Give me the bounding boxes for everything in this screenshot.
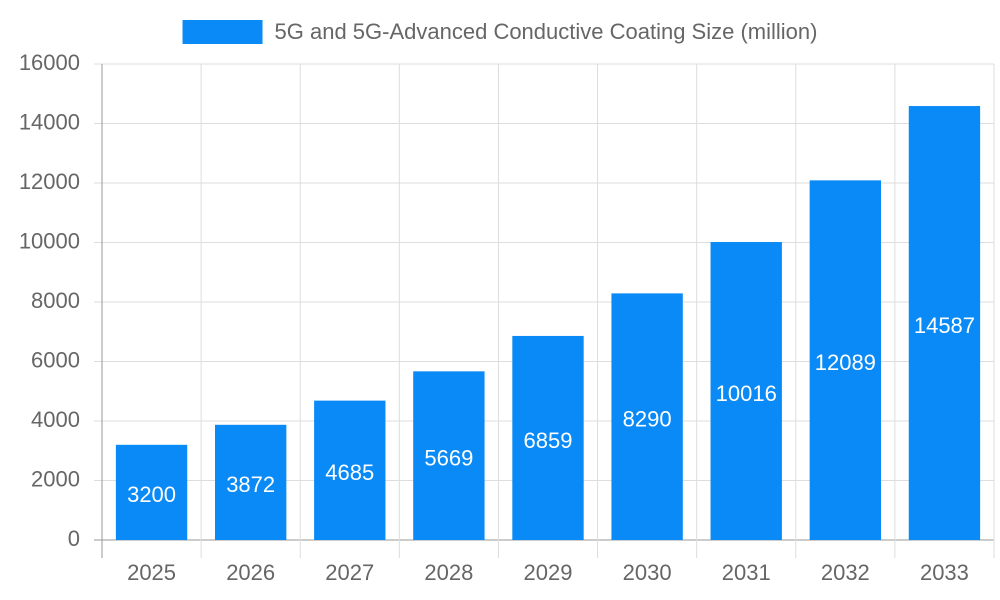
x-tick-label: 2030	[623, 560, 672, 585]
data-label: 12089	[815, 350, 876, 375]
data-label: 3872	[226, 472, 275, 497]
legend-swatch	[182, 20, 263, 44]
bar	[611, 293, 683, 540]
bar	[908, 106, 981, 541]
bar	[214, 424, 287, 540]
bar	[314, 400, 386, 540]
data-label: 14587	[914, 313, 975, 338]
x-tick-label: 2031	[722, 560, 771, 585]
y-tick-label: 8000	[31, 288, 80, 313]
y-tick-label: 10000	[19, 228, 80, 253]
x-tick-label: 2027	[325, 560, 374, 585]
legend: 5G and 5G-Advanced Conductive Coating Si…	[182, 19, 818, 44]
bar	[115, 444, 188, 540]
legend-label: 5G and 5G-Advanced Conductive Coating Si…	[275, 19, 818, 44]
data-label: 4685	[325, 460, 374, 485]
y-tick-label: 6000	[31, 347, 80, 372]
x-tick-label: 2033	[920, 560, 969, 585]
data-label: 3200	[127, 482, 176, 507]
bar	[512, 335, 584, 540]
y-tick-label: 16000	[19, 50, 80, 75]
bar	[413, 371, 485, 540]
data-label: 6859	[524, 428, 573, 453]
y-tick-label: 14000	[19, 109, 80, 134]
y-tick-label: 0	[68, 526, 80, 551]
x-tick-label: 2026	[226, 560, 275, 585]
bar	[809, 180, 882, 541]
x-tick-label: 2028	[424, 560, 473, 585]
data-label: 5669	[424, 445, 473, 470]
x-tick-label: 2029	[524, 560, 573, 585]
bar	[710, 242, 782, 541]
x-tick-label: 2025	[127, 560, 176, 585]
x-tick-label: 2032	[821, 560, 870, 585]
data-label: 8290	[623, 406, 672, 431]
y-tick-label: 2000	[31, 466, 80, 491]
data-label: 10016	[716, 381, 777, 406]
y-tick-label: 12000	[19, 169, 80, 194]
y-tick-label: 4000	[31, 407, 80, 432]
